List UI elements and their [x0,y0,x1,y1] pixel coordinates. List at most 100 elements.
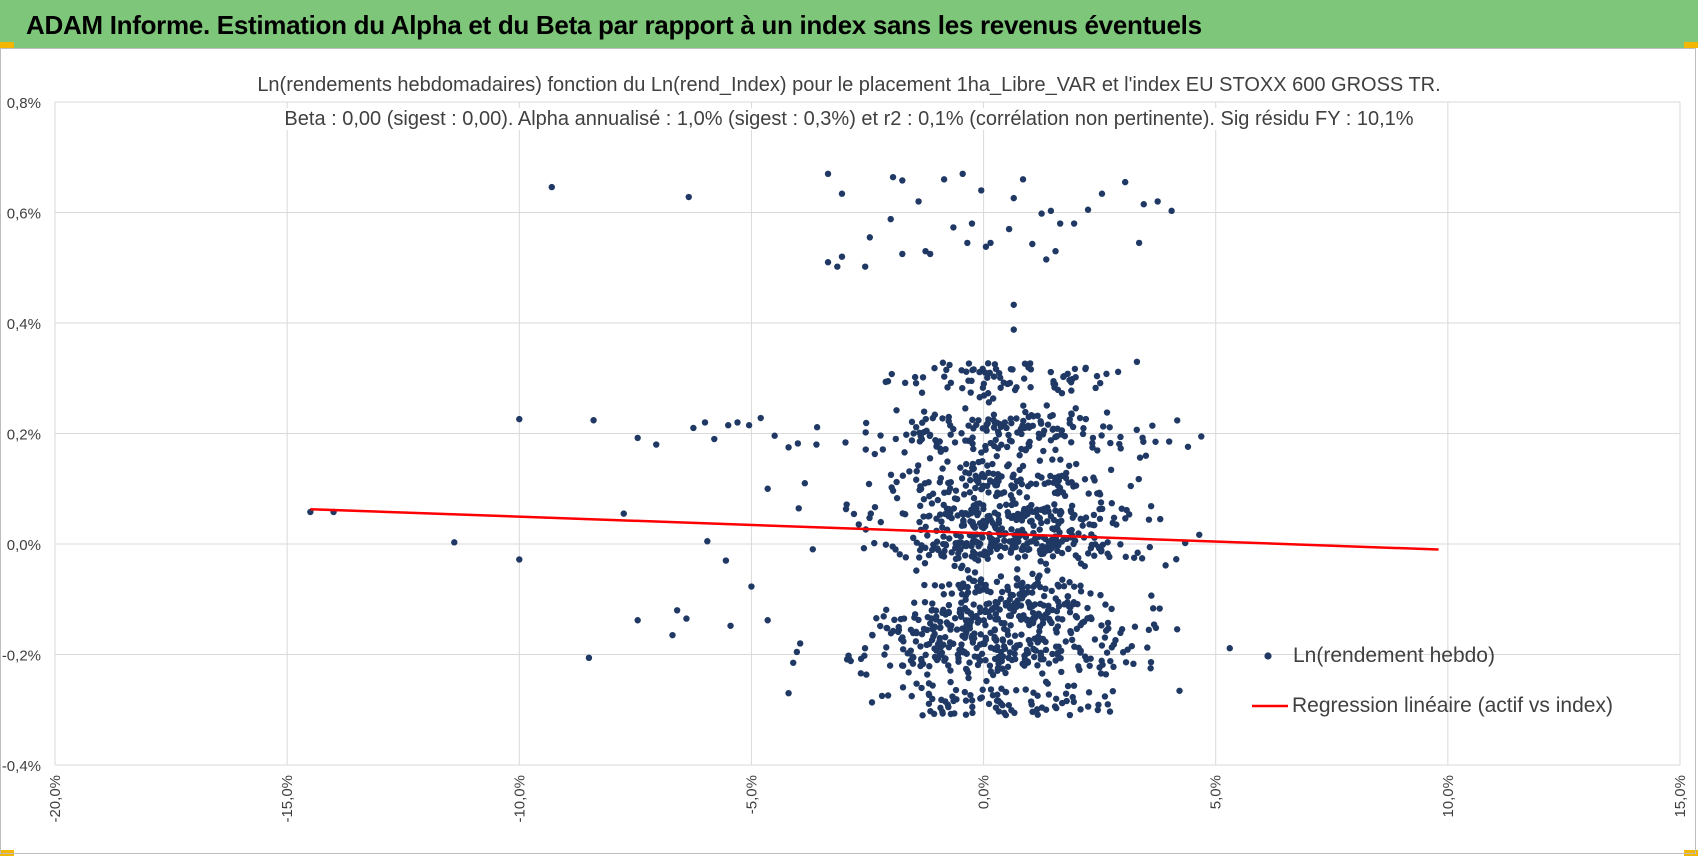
data-point [1051,474,1059,482]
data-point [1064,593,1072,600]
data-point [945,505,953,513]
data-point [1073,614,1081,621]
data-point [1039,670,1046,677]
data-point [1086,662,1093,669]
data-point [970,601,977,608]
data-point [965,377,972,384]
data-point [861,644,869,652]
data-point [1054,481,1061,489]
chart-frame [0,48,1696,854]
data-point [992,598,999,606]
data-point [985,600,993,607]
data-point [1037,558,1044,565]
data-point [1035,633,1042,640]
data-point [985,399,993,406]
data-point [960,491,968,498]
data-point [965,674,972,682]
data-point [1034,639,1041,646]
data-point [1034,692,1041,699]
data-point [1049,426,1056,433]
data-point [1145,626,1153,634]
report-title: ADAM Informe. Estimation du Alpha et du … [26,10,1202,40]
data-point [947,379,955,387]
data-point [809,546,816,553]
data-point [896,551,903,558]
data-point [993,578,1001,586]
data-point [1102,601,1109,608]
scatter-points [307,170,1233,719]
data-point [1101,634,1109,641]
data-point [962,405,969,412]
data-point [1002,501,1010,508]
data-point [1174,417,1181,424]
data-point [989,460,996,468]
data-point [866,514,873,522]
data-point [939,710,946,717]
data-point [1010,301,1017,308]
data-point [1066,579,1073,586]
data-point [986,613,994,621]
data-point [1013,642,1021,649]
data-point [961,552,969,559]
data-point [933,647,940,654]
data-point [1152,438,1159,445]
data-point [871,503,879,511]
data-point [968,697,976,704]
data-point [1107,657,1114,665]
data-point [1068,439,1075,446]
legend-markers [1252,652,1288,708]
data-point [886,662,894,669]
data-point [1004,509,1012,517]
data-point [984,360,992,367]
data-point [981,473,988,481]
data-point [1121,178,1129,186]
data-point [1036,514,1043,522]
data-point [899,510,906,517]
data-point [976,500,983,507]
data-point [1070,682,1078,689]
data-point [1013,575,1021,582]
data-point [1030,653,1038,661]
data-point [933,655,940,662]
data-point [1102,627,1110,634]
data-point [1013,582,1021,589]
data-point [1106,553,1113,561]
data-point [1149,605,1157,612]
data-point [1053,607,1061,615]
data-point [1027,640,1034,648]
data-point [910,654,917,661]
chart-subtitle: Beta : 0,00 (sigest : 0,00). Alpha annua… [280,108,1418,130]
data-point [1055,643,1062,650]
data-point [1038,704,1046,711]
data-point [941,489,948,496]
data-point [920,408,928,415]
data-point [924,532,931,539]
chart-title: Ln(rendements hebdomadaires) fonction du… [253,74,1445,96]
data-point [937,448,944,455]
data-point [1052,446,1059,454]
data-point [795,505,802,512]
data-point [955,550,962,557]
data-point [1010,194,1017,202]
data-point [1022,686,1029,693]
data-point [1007,549,1015,556]
data-point [963,460,970,468]
data-point [951,710,958,717]
data-point [1057,456,1064,463]
data-point [1029,609,1037,616]
data-point [1044,680,1051,687]
data-point [902,554,910,561]
data-point [1049,553,1057,560]
data-point [1060,373,1068,380]
data-point [929,600,936,607]
data-point [989,395,997,402]
data-point [845,652,852,659]
data-point [1029,240,1036,248]
data-point [1079,522,1086,529]
data-point [1085,689,1093,696]
data-point [914,462,922,469]
data-point [1103,409,1111,416]
data-point [1039,616,1047,623]
data-point [933,613,940,620]
data-point [1037,420,1045,427]
